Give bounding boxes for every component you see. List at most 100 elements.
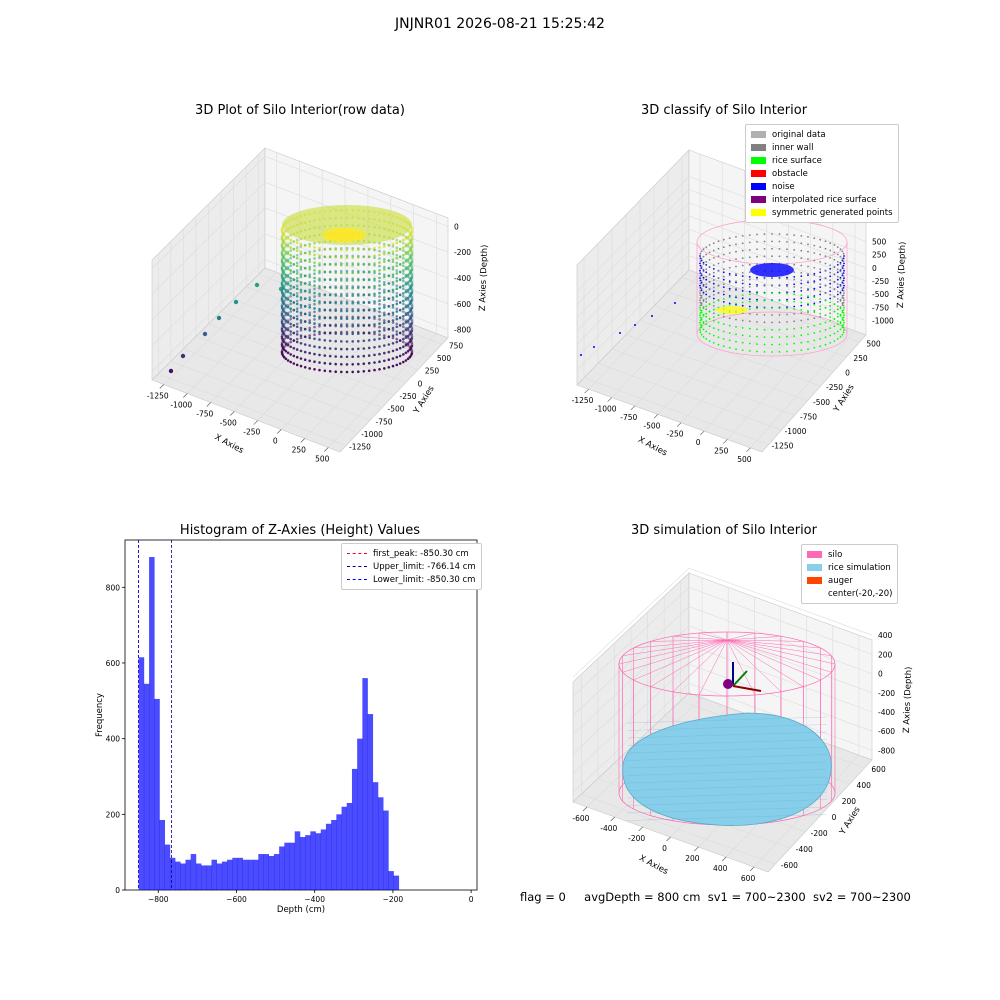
point (373, 248, 376, 252)
classified-point (824, 321, 827, 324)
classified-point (829, 301, 832, 304)
point (286, 327, 290, 330)
floor-grid-x (727, 322, 834, 440)
classified-point (829, 264, 832, 267)
point (351, 317, 355, 320)
legend-entry: obstacle (751, 167, 893, 180)
classified-point (722, 268, 725, 271)
point (318, 353, 321, 357)
x-tick-mark (638, 826, 643, 832)
point (295, 254, 299, 257)
point (313, 295, 316, 298)
x-tick-label: -1250 (147, 392, 169, 401)
point (362, 354, 366, 358)
z-grid (576, 255, 867, 371)
point (351, 347, 355, 351)
histogram-bar (305, 835, 311, 890)
point (284, 298, 288, 301)
classified-point (819, 286, 822, 288)
classified-point (813, 295, 816, 297)
classified-point (756, 284, 758, 286)
plot4-legend: silo rice simulation auger center(-20,-20) (801, 544, 899, 604)
classified-point (771, 314, 773, 316)
point (387, 282, 391, 285)
point (367, 361, 371, 365)
y-tick-label: -250 (826, 383, 843, 392)
point (383, 296, 386, 299)
classified-point (793, 335, 796, 337)
classified-point (708, 303, 711, 306)
classified-point (748, 249, 751, 251)
point (308, 359, 312, 363)
classified-point (741, 275, 744, 277)
point (395, 315, 399, 318)
classified-point (763, 248, 766, 250)
point (284, 275, 288, 278)
classified-point (793, 241, 796, 244)
point (289, 330, 293, 333)
point (402, 322, 405, 326)
classified-point (786, 313, 788, 316)
classified-point (829, 334, 832, 337)
classified-point (839, 285, 842, 288)
point (367, 331, 371, 335)
point (286, 304, 290, 307)
silo-roof-wire (698, 632, 728, 641)
classified-point (829, 316, 832, 318)
classified-point (712, 327, 715, 329)
classified-point (786, 291, 788, 294)
classified-point (717, 321, 720, 324)
classified-point (800, 327, 803, 329)
point (345, 262, 349, 265)
point (289, 315, 293, 318)
silo-roof-wire (650, 639, 728, 642)
point (378, 333, 381, 337)
classified-point (702, 248, 705, 251)
point (292, 240, 296, 243)
classified-point (793, 293, 796, 296)
point (378, 337, 381, 341)
point (295, 238, 299, 242)
point (373, 269, 376, 273)
legend-swatch (347, 553, 367, 554)
point (303, 312, 307, 316)
point (398, 346, 402, 350)
point (383, 336, 386, 340)
point (404, 296, 408, 300)
point (286, 334, 290, 338)
point (323, 301, 327, 305)
point (289, 333, 293, 336)
classified-point (705, 268, 708, 271)
y-tick-label: 500 (437, 354, 452, 363)
point (299, 328, 303, 332)
point (292, 255, 296, 258)
legend-swatch (751, 209, 766, 216)
classified-point (819, 345, 822, 348)
point (362, 362, 366, 366)
classified-point (829, 286, 832, 289)
x-tick-label: −600 (226, 895, 247, 904)
legend-swatch (751, 131, 766, 138)
point (345, 325, 349, 328)
classified-point (708, 332, 711, 335)
classified-point (800, 290, 803, 292)
classified-point (699, 289, 702, 292)
classified-point (833, 288, 836, 291)
point (284, 328, 288, 332)
classified-point (819, 312, 822, 315)
point (391, 313, 395, 317)
point (340, 269, 343, 273)
point (357, 300, 360, 304)
point (289, 241, 293, 245)
classified-point (786, 307, 788, 310)
point (373, 264, 376, 267)
classified-point (708, 325, 711, 328)
point (286, 258, 290, 262)
point (318, 315, 321, 319)
point (286, 342, 290, 345)
x-tick-label: -1000 (595, 405, 617, 414)
point (313, 269, 316, 272)
point (295, 302, 299, 306)
point (303, 320, 307, 323)
classified-point (702, 300, 705, 302)
